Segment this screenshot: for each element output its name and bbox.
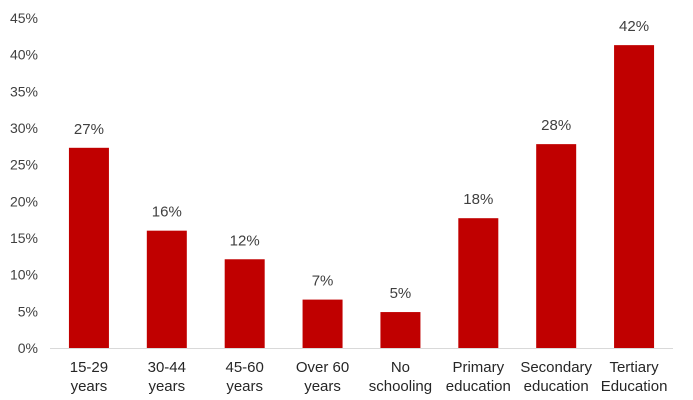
x-tick-label: Over 60 years xyxy=(296,359,349,395)
y-tick-label: 45% xyxy=(10,10,38,26)
bar xyxy=(380,312,421,348)
x-tick-label: Primary education xyxy=(446,359,511,395)
x-tick-label: Secondary education xyxy=(520,359,592,395)
data-label: 27% xyxy=(74,121,104,138)
bar xyxy=(302,299,343,348)
data-label: 28% xyxy=(541,117,571,134)
bar xyxy=(224,259,265,348)
y-tick-label: 5% xyxy=(18,303,38,319)
bar xyxy=(146,230,187,348)
bar xyxy=(614,45,655,349)
y-tick-label: 35% xyxy=(10,83,38,99)
x-axis: 15-29 years 30-44 years 45-60 years Over 60 yea… xyxy=(70,359,668,395)
data-label: 7% xyxy=(312,273,334,290)
x-tick-label: 15-29 years xyxy=(70,359,108,395)
y-axis: 0% 5% 10% 15% 20% 25% 30% 35% 40% 45% xyxy=(10,10,38,356)
bar xyxy=(536,144,577,348)
bar xyxy=(68,147,109,348)
data-labels: 27% 16% 12% 7% 5% 18% 28% 42% xyxy=(74,18,649,302)
bar xyxy=(458,218,499,348)
y-tick-label: 20% xyxy=(10,193,38,209)
data-label: 18% xyxy=(463,191,493,208)
x-tick-label: No schooling xyxy=(369,359,432,395)
data-label: 16% xyxy=(152,204,182,221)
data-label: 42% xyxy=(619,18,649,35)
y-tick-label: 40% xyxy=(10,47,38,63)
y-tick-label: 25% xyxy=(10,157,38,173)
data-label: 12% xyxy=(230,232,260,249)
y-tick-label: 15% xyxy=(10,230,38,246)
data-label: 5% xyxy=(390,285,412,302)
x-tick-label: Tertiary Education xyxy=(601,359,668,395)
bars xyxy=(68,45,655,349)
y-tick-label: 10% xyxy=(10,267,38,283)
x-tick-label: 45-60 years xyxy=(226,359,264,395)
x-tick-label: 30-44 years xyxy=(148,359,186,395)
y-tick-label: 0% xyxy=(18,340,38,356)
y-tick-label: 30% xyxy=(10,120,38,136)
